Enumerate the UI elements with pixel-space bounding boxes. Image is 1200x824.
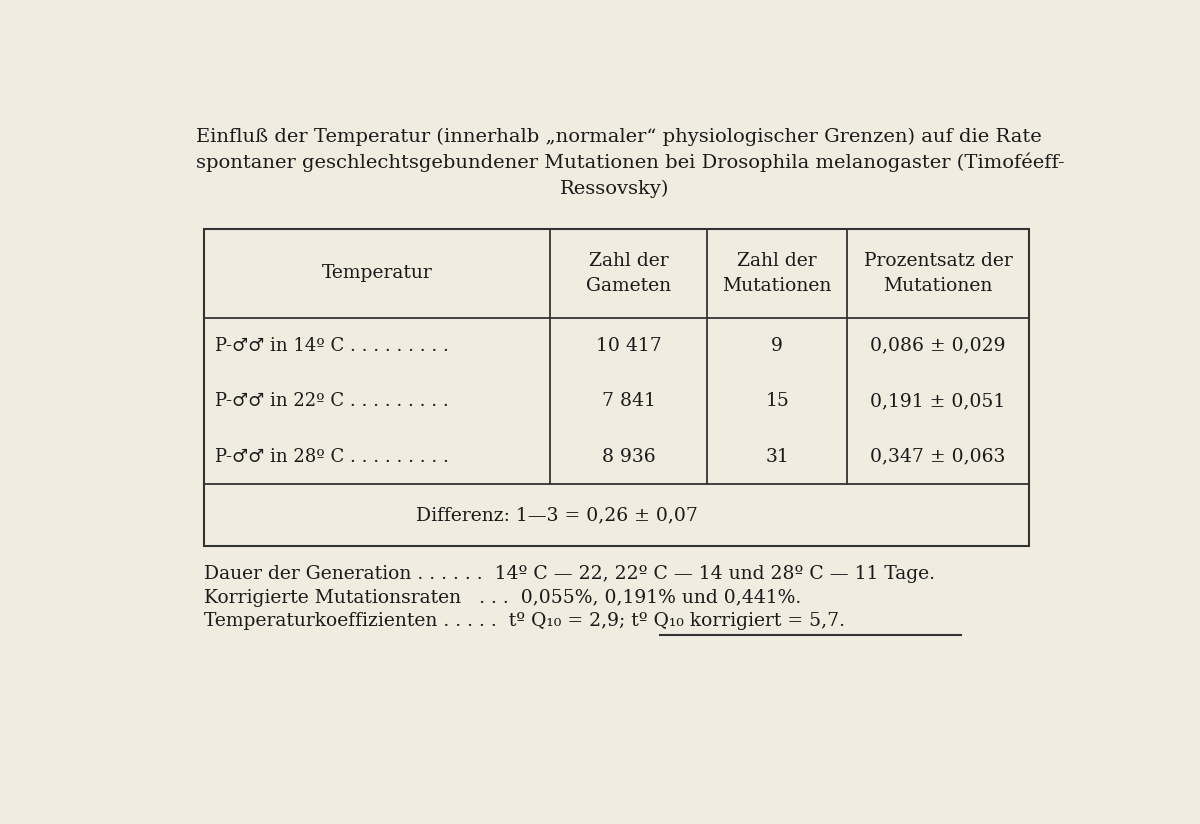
Text: spontaner geschlechtsgebundener Mutationen bei Drosophila melanogaster (Timoféef: spontaner geschlechtsgebundener Mutation… [197,152,1066,172]
Text: 15: 15 [766,392,790,410]
Text: 10 417: 10 417 [596,336,661,354]
Text: 8 936: 8 936 [602,447,655,466]
Text: Zahl der
Mutationen: Zahl der Mutationen [722,252,832,295]
Text: 31: 31 [766,447,790,466]
Text: Temperatur: Temperatur [322,265,432,283]
Text: 0,191 ± 0,051: 0,191 ± 0,051 [870,392,1006,410]
Text: Einfluß der Temperatur (innerhalb „normaler“ physiologischer Grenzen) auf die Ra: Einfluß der Temperatur (innerhalb „norma… [197,128,1043,146]
Text: 9: 9 [772,336,784,354]
Text: Zahl der
Gameten: Zahl der Gameten [587,252,671,295]
Text: P-♂♂ in 14º C . . . . . . . . .: P-♂♂ in 14º C . . . . . . . . . [215,336,449,354]
Text: Dauer der Generation . . . . . .  14º C — 22, 22º C — 14 und 28º C — 11 Tage.: Dauer der Generation . . . . . . 14º C —… [204,565,935,583]
Text: 0,086 ± 0,029: 0,086 ± 0,029 [870,336,1006,354]
Text: Prozentsatz der
Mutationen: Prozentsatz der Mutationen [864,252,1013,295]
Text: Differenz: 1—3 = 0,26 ± 0,07: Differenz: 1—3 = 0,26 ± 0,07 [416,506,698,524]
Text: 0,347 ± 0,063: 0,347 ± 0,063 [870,447,1006,466]
Text: 7 841: 7 841 [602,392,655,410]
Text: P-♂♂ in 22º C . . . . . . . . .: P-♂♂ in 22º C . . . . . . . . . [215,392,449,410]
Text: Korrigierte Mutationsraten   . . .  0,055%, 0,191% und 0,441%.: Korrigierte Mutationsraten . . . 0,055%,… [204,588,802,606]
Text: Ressovsky): Ressovsky) [560,180,670,198]
Text: Temperaturkoeffizienten . . . . .  tº Q₁₀ = 2,9; tº Q₁₀ korrigiert = 5,7.: Temperaturkoeffizienten . . . . . tº Q₁₀… [204,612,845,630]
Text: P-♂♂ in 28º C . . . . . . . . .: P-♂♂ in 28º C . . . . . . . . . [215,447,449,466]
